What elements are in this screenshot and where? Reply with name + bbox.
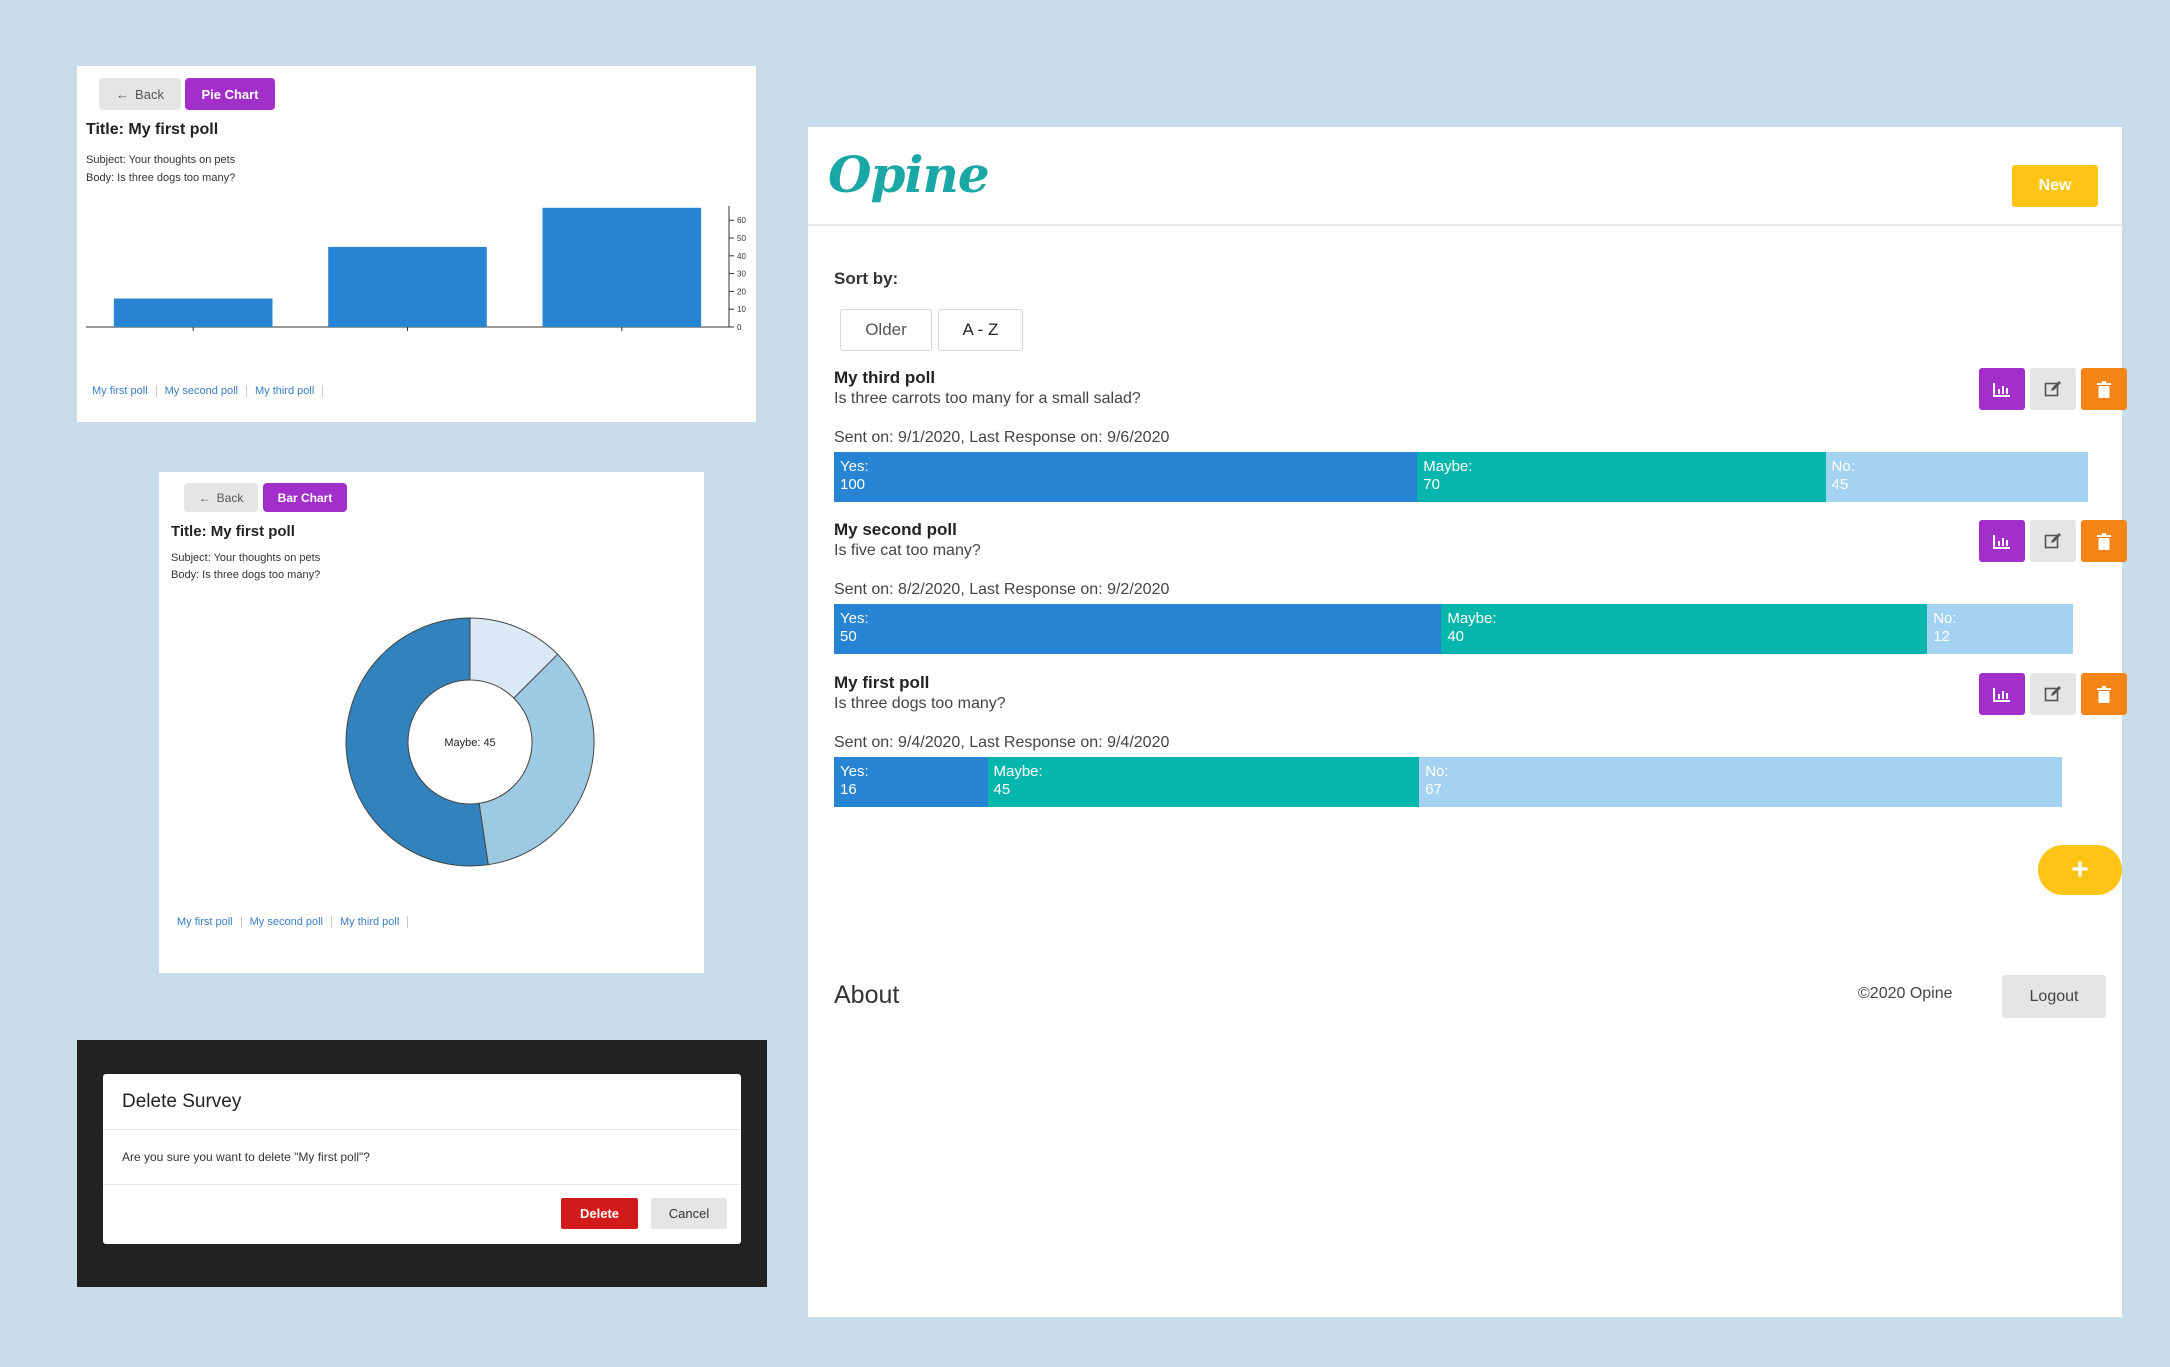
pie-center-label: Maybe: 45: [444, 737, 495, 749]
bar-chart-panel: ← Back Pie Chart Title: My first poll Su…: [77, 66, 756, 422]
trash-icon: [2097, 532, 2111, 550]
poll-link[interactable]: My first poll: [86, 385, 157, 397]
no-segment: No: 45: [1825, 452, 2088, 502]
copyright: ©2020 Opine: [1858, 985, 1953, 1002]
delete-survey-dialog: Delete Survey Are you sure you want to d…: [103, 1074, 741, 1244]
delete-poll-button[interactable]: [2081, 673, 2127, 715]
edit-poll-button[interactable]: [2030, 673, 2076, 715]
view-chart-button[interactable]: [1979, 368, 2025, 410]
trash-icon: [2097, 380, 2111, 398]
cancel-button[interactable]: Cancel: [651, 1198, 727, 1229]
sort-older-button[interactable]: Older: [840, 309, 932, 351]
y-tick-label: 10: [737, 305, 746, 314]
bar-chart-toggle-button[interactable]: Bar Chart: [263, 483, 347, 512]
no-segment: No: 12: [1927, 604, 2073, 654]
pie-slice: [478, 653, 595, 866]
pie-chart-toggle-button[interactable]: Pie Chart: [185, 78, 275, 110]
trash-icon: [2097, 685, 2111, 703]
y-tick-label: 0: [737, 323, 742, 332]
poll-body: Body: Is three dogs too many?: [86, 172, 236, 184]
poll-links: My first poll My second poll My third po…: [86, 385, 324, 397]
about-link[interactable]: About: [834, 981, 900, 1009]
sort-label: Sort by:: [834, 269, 899, 288]
pie-chart-panel: ← Back Bar Chart Title: My first poll Su…: [159, 472, 704, 973]
new-poll-button[interactable]: New: [2012, 165, 2098, 207]
dialog-footer: Delete Cancel: [103, 1185, 741, 1245]
delete-poll-button[interactable]: [2081, 520, 2127, 562]
pie-chart: Maybe: 45: [345, 617, 595, 867]
maybe-segment: Maybe: 45: [987, 757, 1420, 807]
poll-title: Title: My first poll: [86, 121, 219, 138]
yes-segment: Yes: 50: [834, 604, 1442, 654]
bar: [542, 207, 702, 327]
poll-subject: Subject: Your thoughts on pets: [171, 552, 321, 564]
add-poll-fab[interactable]: +: [2038, 845, 2122, 895]
back-button[interactable]: ← Back: [184, 483, 258, 512]
response-bar: Yes: 100 Maybe: 70 No: 45: [834, 452, 2088, 502]
poll-question: Is three carrots too many for a small sa…: [834, 390, 1141, 407]
bar-chart-icon: [1993, 534, 2010, 549]
poll-sent-info: Sent on: 9/1/2020, Last Response on: 9/6…: [834, 429, 1170, 446]
y-tick-label: 50: [737, 234, 746, 243]
poll-name[interactable]: My first poll: [834, 673, 930, 692]
maybe-segment: Maybe: 40: [1441, 604, 1928, 654]
yes-segment: Yes: 16: [834, 757, 988, 807]
poll-link[interactable]: My third poll: [247, 385, 324, 397]
edit-poll-button[interactable]: [2030, 368, 2076, 410]
arrow-left-icon: ←: [198, 490, 211, 505]
poll-question: Is three dogs too many?: [834, 695, 1006, 712]
y-tick-label: 40: [737, 252, 746, 261]
back-button[interactable]: ← Back: [99, 78, 181, 110]
delete-button[interactable]: Delete: [561, 1198, 638, 1229]
logout-button[interactable]: Logout: [2002, 975, 2106, 1018]
edit-icon: [2044, 533, 2061, 549]
arrow-left-icon: ←: [116, 86, 130, 102]
poll-title: Title: My first poll: [171, 523, 295, 540]
response-bar: Yes: 50 Maybe: 40 No: 12: [834, 604, 2073, 654]
poll-link[interactable]: My third poll: [332, 916, 409, 928]
poll-sent-info: Sent on: 9/4/2020, Last Response on: 9/4…: [834, 734, 1170, 751]
pie-slice: [345, 617, 489, 867]
opine-logo[interactable]: Opine: [828, 145, 990, 204]
poll-link[interactable]: My second poll: [157, 385, 247, 397]
sort-az-button[interactable]: A - Z: [938, 309, 1023, 351]
yes-segment: Yes: 100: [834, 452, 1418, 502]
delete-poll-button[interactable]: [2081, 368, 2127, 410]
edit-icon: [2044, 381, 2061, 397]
opine-app: Opine New Sort by: Older A - Z My third …: [808, 127, 2127, 1317]
y-tick-label: 30: [737, 270, 746, 279]
y-tick-label: 20: [737, 287, 746, 296]
dialog-title: Delete Survey: [103, 1074, 741, 1130]
response-bar: Yes: 16 Maybe: 45 No: 67: [834, 757, 2062, 807]
edit-poll-button[interactable]: [2030, 520, 2076, 562]
poll-subject: Subject: Your thoughts on pets: [86, 154, 236, 166]
maybe-segment: Maybe: 70: [1417, 452, 1826, 502]
bar-chart: 0 10 20 30 40 50 60: [86, 206, 746, 332]
bar: [328, 246, 487, 327]
bar: [113, 298, 273, 327]
poll-link[interactable]: My first poll: [171, 916, 242, 928]
app-header: Opine New: [808, 127, 2122, 226]
bar-chart-icon: [1993, 382, 2010, 397]
view-chart-button[interactable]: [1979, 673, 2025, 715]
poll-name[interactable]: My third poll: [834, 368, 936, 387]
poll-body: Body: Is three dogs too many?: [171, 569, 321, 581]
poll-links: My first poll My second poll My third po…: [171, 916, 409, 928]
edit-icon: [2044, 686, 2061, 702]
poll-name[interactable]: My second poll: [834, 520, 957, 539]
view-chart-button[interactable]: [1979, 520, 2025, 562]
poll-link[interactable]: My second poll: [242, 916, 332, 928]
poll-question: Is five cat too many?: [834, 542, 981, 559]
y-tick-label: 60: [737, 216, 746, 225]
poll-sent-info: Sent on: 8/2/2020, Last Response on: 9/2…: [834, 581, 1170, 598]
dialog-message: Are you sure you want to delete "My firs…: [103, 1130, 741, 1185]
modal-backdrop[interactable]: Delete Survey Are you sure you want to d…: [77, 1040, 767, 1287]
no-segment: No: 67: [1419, 757, 2062, 807]
bar-chart-icon: [1993, 687, 2010, 702]
